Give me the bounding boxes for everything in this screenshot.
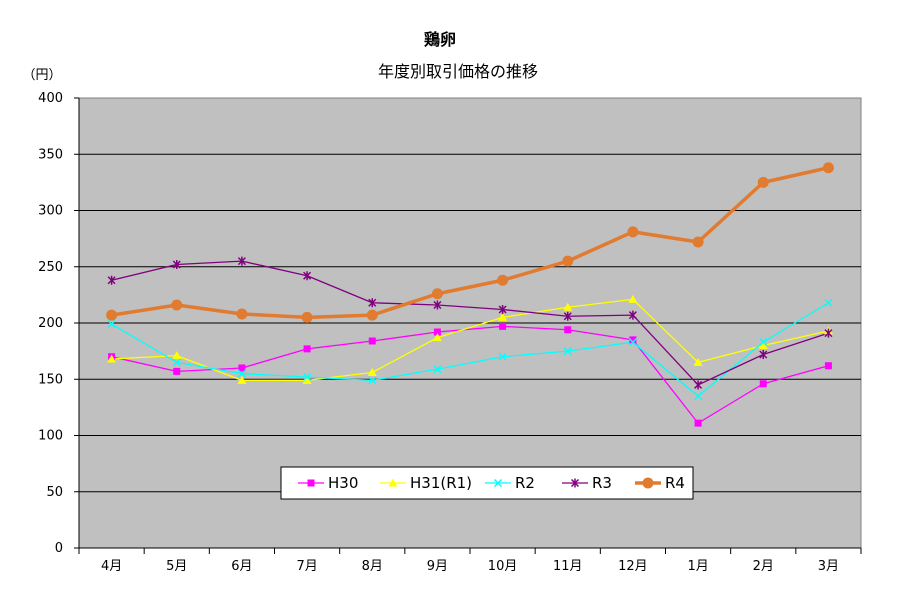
data-point bbox=[564, 326, 572, 334]
x-tick-label: 9月 bbox=[427, 559, 448, 574]
data-point bbox=[368, 376, 377, 385]
y-tick-label: 100 bbox=[38, 429, 63, 444]
x-tick-label: 2月 bbox=[753, 559, 774, 574]
x-tick-label: 7月 bbox=[296, 559, 317, 574]
data-point bbox=[367, 368, 377, 376]
data-point bbox=[303, 345, 311, 353]
x-tick-label: 12月 bbox=[618, 559, 648, 574]
legend-swatch-marker bbox=[570, 478, 580, 488]
data-point bbox=[629, 336, 637, 344]
data-point bbox=[172, 351, 182, 360]
data-point bbox=[431, 288, 443, 300]
y-tick-label: 350 bbox=[38, 147, 63, 162]
series-line-r4 bbox=[111, 166, 829, 320]
data-point bbox=[824, 362, 832, 370]
data-point bbox=[499, 322, 507, 330]
chart-title: 鶏卵 bbox=[424, 30, 456, 49]
data-point bbox=[106, 309, 118, 321]
data-point bbox=[498, 305, 507, 314]
data-point bbox=[368, 298, 377, 308]
data-point bbox=[627, 226, 639, 238]
data-point bbox=[694, 380, 703, 390]
data-point bbox=[562, 255, 574, 267]
data-point bbox=[628, 310, 637, 320]
data-point bbox=[693, 357, 703, 366]
data-point bbox=[107, 354, 117, 363]
x-tick-label: 6月 bbox=[231, 559, 252, 574]
data-point bbox=[694, 392, 703, 401]
data-point bbox=[368, 337, 376, 345]
data-point bbox=[692, 236, 704, 248]
y-tick-label: 400 bbox=[38, 91, 63, 106]
data-point bbox=[237, 256, 246, 266]
data-point bbox=[433, 365, 442, 374]
data-point bbox=[301, 311, 313, 323]
data-point bbox=[497, 274, 509, 286]
data-point bbox=[563, 347, 572, 356]
data-point bbox=[171, 299, 183, 311]
x-tick-label: 11月 bbox=[553, 559, 583, 574]
data-point bbox=[758, 341, 768, 349]
data-point bbox=[563, 302, 573, 311]
data-point bbox=[366, 309, 378, 321]
data-point bbox=[107, 275, 116, 285]
y-axis-unit: （円） bbox=[22, 68, 61, 83]
data-point bbox=[563, 311, 572, 321]
data-point bbox=[757, 176, 769, 188]
legend-label: R3 bbox=[592, 474, 612, 492]
x-tick-label: 4月 bbox=[101, 559, 122, 574]
legend-label: H30 bbox=[328, 474, 358, 492]
data-point bbox=[237, 375, 247, 384]
data-point bbox=[432, 333, 442, 342]
legend-swatch-marker bbox=[307, 479, 315, 487]
legend-swatch-marker bbox=[493, 478, 503, 488]
data-point bbox=[236, 308, 248, 320]
data-point bbox=[759, 338, 768, 347]
legend-label: R2 bbox=[515, 474, 535, 492]
data-point bbox=[302, 375, 312, 384]
series-line-r2 bbox=[111, 302, 829, 397]
data-point bbox=[628, 338, 637, 347]
y-tick-label: 0 bbox=[55, 541, 63, 556]
data-point bbox=[628, 294, 638, 303]
y-tick-label: 300 bbox=[38, 204, 63, 219]
data-point bbox=[303, 271, 312, 281]
data-point bbox=[822, 162, 834, 174]
x-tick-label: 8月 bbox=[362, 559, 383, 574]
x-tick-label: 1月 bbox=[687, 559, 708, 574]
data-point bbox=[498, 352, 507, 361]
data-point bbox=[694, 419, 702, 427]
y-tick-label: 250 bbox=[38, 260, 63, 275]
x-tick-label: 5月 bbox=[166, 559, 187, 574]
series-line-h30 bbox=[111, 325, 829, 424]
data-point bbox=[433, 300, 442, 310]
series-line-h31-r1- bbox=[111, 298, 829, 382]
y-tick-label: 150 bbox=[38, 372, 63, 387]
legend-label: H31(R1) bbox=[410, 474, 472, 492]
data-point bbox=[824, 328, 833, 338]
legend-swatch-marker bbox=[642, 477, 654, 489]
y-tick-label: 50 bbox=[46, 485, 63, 500]
x-tick-label: 3月 bbox=[818, 559, 839, 574]
chart-subtitle: 年度別取引価格の推移 bbox=[378, 62, 538, 81]
x-tick-label: 10月 bbox=[488, 559, 518, 574]
data-point bbox=[173, 367, 181, 375]
legend-label: R4 bbox=[665, 474, 685, 492]
data-point bbox=[759, 350, 768, 359]
series-line-r3 bbox=[111, 260, 829, 386]
data-point bbox=[433, 328, 441, 336]
data-point bbox=[303, 372, 312, 382]
data-point bbox=[498, 312, 508, 321]
data-point bbox=[172, 358, 181, 367]
legend-swatch-marker bbox=[388, 478, 398, 487]
data-point bbox=[237, 369, 246, 378]
data-point bbox=[172, 260, 181, 269]
data-point bbox=[824, 298, 833, 307]
data-point bbox=[759, 380, 767, 388]
data-point bbox=[238, 364, 246, 372]
data-point bbox=[107, 320, 116, 329]
y-tick-label: 200 bbox=[38, 316, 63, 331]
